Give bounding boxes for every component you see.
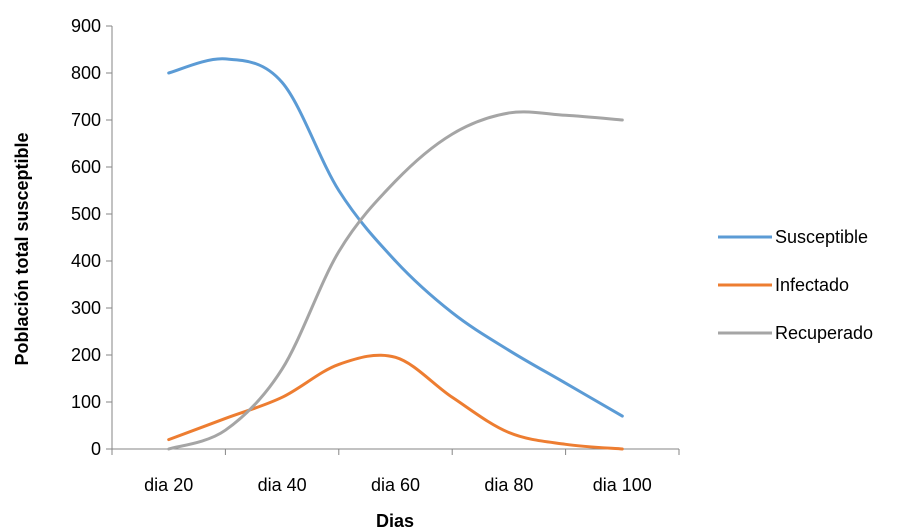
x-tick-label: dia 60	[371, 475, 420, 495]
x-axis: dia 20 dia 40 dia 60 dia 80 dia 100	[111, 448, 680, 495]
y-tick-label: 500	[71, 204, 101, 224]
y-tick-label: 100	[71, 392, 101, 412]
series-line-susceptible	[167, 57, 624, 418]
y-axis-title: Población total susceptible	[12, 132, 32, 365]
x-tick-label: dia 40	[258, 475, 307, 495]
series-lines	[167, 57, 624, 451]
legend-label-recuperado: Recuperado	[775, 323, 873, 343]
y-axis: 0 100 200 300 400 500 600 700 800 900	[71, 16, 113, 459]
y-tick-label: 200	[71, 345, 101, 365]
y-tick-label: 600	[71, 157, 101, 177]
x-tick-label: dia 80	[484, 475, 533, 495]
series-line-recuperado	[167, 110, 624, 451]
legend: Susceptible Infectado Recuperado	[718, 227, 873, 343]
y-tick-label: 700	[71, 110, 101, 130]
y-tick-label: 400	[71, 251, 101, 271]
x-tick-label: dia 100	[593, 475, 652, 495]
x-axis-title: Dias	[376, 511, 414, 531]
y-tick-label: 800	[71, 63, 101, 83]
y-tick-label: 900	[71, 16, 101, 36]
y-tick-label: 300	[71, 298, 101, 318]
legend-label-infectado: Infectado	[775, 275, 849, 295]
series-line-infectado	[167, 353, 624, 451]
legend-label-susceptible: Susceptible	[775, 227, 868, 247]
x-tick-label: dia 20	[144, 475, 193, 495]
y-tick-label: 0	[91, 439, 101, 459]
